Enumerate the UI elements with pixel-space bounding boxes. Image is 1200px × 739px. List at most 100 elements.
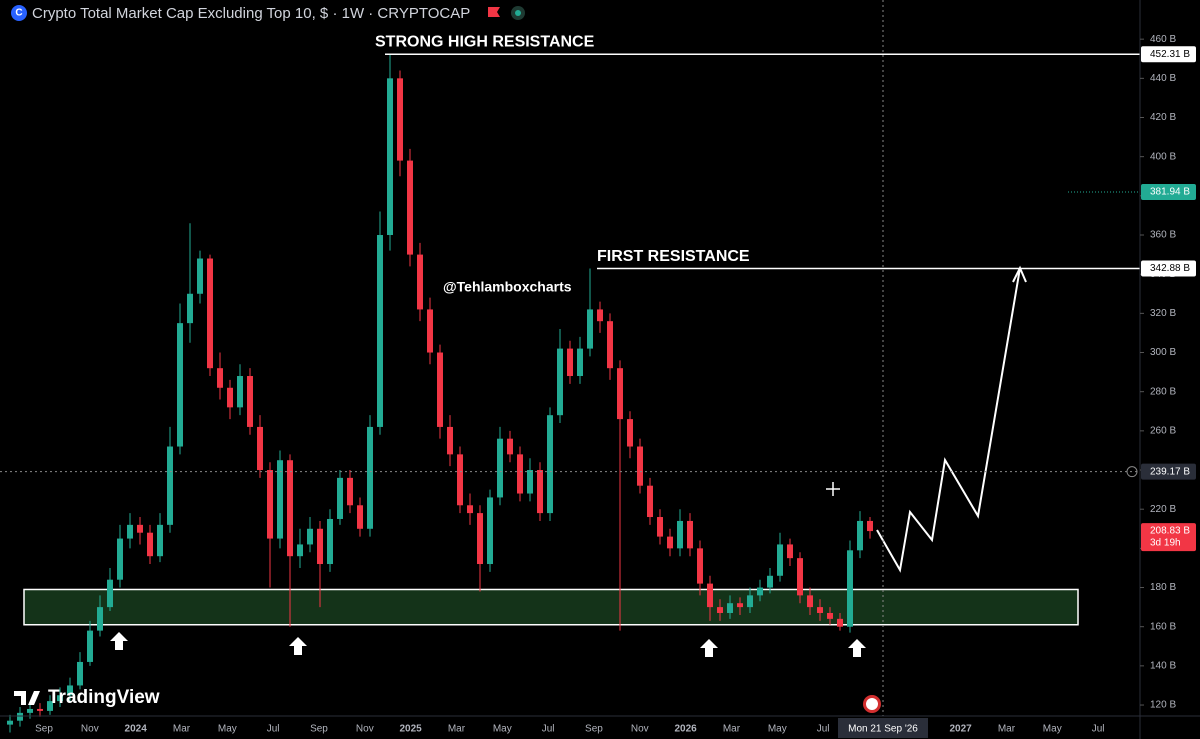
- candle-body: [217, 368, 223, 388]
- candle-body: [157, 524, 163, 557]
- price-badge-label: 208.83 B: [1150, 526, 1190, 537]
- resistance-label: STRONG HIGH RESISTANCE: [375, 33, 595, 50]
- y-tick-label: 420 B: [1150, 112, 1176, 123]
- y-tick-label: 180 B: [1150, 582, 1176, 593]
- candle-body: [377, 235, 383, 427]
- candle-body: [677, 520, 683, 549]
- candle-body: [847, 550, 853, 627]
- x-tick-label: Nov: [81, 724, 99, 735]
- x-tick-label: Nov: [356, 724, 374, 735]
- candle-body: [57, 695, 63, 702]
- candle-body: [467, 505, 473, 514]
- candle-body: [187, 293, 193, 324]
- candle-body: [7, 720, 13, 725]
- up-arrow: [289, 637, 307, 655]
- price-badge: [1141, 463, 1196, 480]
- candle-body: [547, 415, 553, 514]
- candle-body: [867, 520, 873, 532]
- candle-body: [637, 446, 643, 486]
- candle-body: [767, 575, 773, 588]
- y-tick-label: 400 B: [1150, 151, 1176, 162]
- x-tick-label: Mar: [173, 724, 191, 735]
- x-tick-label: Nov: [631, 724, 649, 735]
- candle-body: [17, 712, 23, 721]
- x-tick-label: May: [768, 724, 787, 735]
- candle-body: [597, 309, 603, 322]
- flag-icon[interactable]: [488, 7, 500, 17]
- candle-body: [47, 701, 53, 711]
- candle-body: [197, 258, 203, 294]
- candle-body: [817, 607, 823, 613]
- symbol-icon-glyph: C: [15, 8, 22, 19]
- watermark: @Tehlamboxcharts: [443, 279, 572, 295]
- y-tick-label: 220 B: [1150, 504, 1176, 515]
- candle-body: [67, 685, 73, 696]
- candle-body: [667, 536, 673, 549]
- x-tick-label: 2025: [400, 724, 423, 735]
- x-tick-label: May: [218, 724, 237, 735]
- crosshair-x-label: Mon 21 Sep '26: [848, 724, 918, 735]
- candle-body: [577, 348, 583, 377]
- candle-body: [127, 524, 133, 539]
- candle-body: [627, 419, 633, 447]
- x-tick-label: Mar: [998, 724, 1016, 735]
- arrows: [110, 632, 866, 657]
- y-tick-label: 140 B: [1150, 661, 1176, 672]
- candle-body: [167, 446, 173, 525]
- candle-body: [747, 595, 753, 608]
- symbol-icon: [11, 5, 27, 21]
- candle-body: [417, 254, 423, 310]
- up-arrow: [110, 632, 128, 650]
- candle-body: [517, 454, 523, 494]
- candle-body: [27, 708, 33, 713]
- candle-body: [87, 630, 93, 662]
- candle-body: [657, 517, 663, 537]
- candle-body: [207, 258, 213, 369]
- candle-body: [857, 520, 863, 551]
- candle-body: [757, 587, 763, 596]
- candle-body: [247, 376, 253, 427]
- candle-body: [147, 532, 153, 557]
- y-tick-label: 120 B: [1150, 700, 1176, 711]
- x-tick-label: 2026: [674, 724, 697, 735]
- candle-body: [497, 438, 503, 498]
- status-dot: [515, 10, 521, 16]
- y-tick-label: 320 B: [1150, 308, 1176, 319]
- candle-body: [427, 309, 433, 353]
- logo-icon: [14, 691, 40, 705]
- x-tick-label: Jul: [817, 724, 830, 735]
- x-tick-label: Jul: [542, 724, 555, 735]
- price-badge: [1141, 260, 1196, 277]
- candle-body: [397, 78, 403, 161]
- candle-body: [717, 607, 723, 613]
- candle-body: [287, 460, 293, 557]
- resistance-label: FIRST RESISTANCE: [597, 248, 750, 265]
- x-tick-label: May: [1043, 724, 1062, 735]
- candle-body: [277, 460, 283, 539]
- crosshair-add-button[interactable]: [1126, 466, 1138, 478]
- x-tick-label: Mar: [448, 724, 466, 735]
- candle-body: [117, 538, 123, 580]
- candle-body: [407, 160, 413, 255]
- candle-body: [177, 323, 183, 447]
- x-tick-label: May: [493, 724, 512, 735]
- candle-body: [367, 426, 373, 529]
- candle-body: [97, 607, 103, 631]
- candle-layer: [7, 54, 873, 733]
- candle-body: [237, 376, 243, 408]
- candle-body: [327, 518, 333, 565]
- y-tick-label: 360 B: [1150, 230, 1176, 241]
- event-icon-inner: [866, 698, 878, 710]
- x-tick-label: Sep: [35, 724, 53, 735]
- candle-body: [37, 708, 43, 711]
- price-countdown: 3d 19h: [1150, 538, 1181, 549]
- candle-body: [507, 438, 513, 455]
- candle-body: [807, 595, 813, 608]
- candle-body: [347, 477, 353, 506]
- candle-body: [77, 661, 83, 686]
- candle-body: [727, 603, 733, 613]
- candle-body: [437, 352, 443, 427]
- logo-text: TradingView: [48, 687, 160, 708]
